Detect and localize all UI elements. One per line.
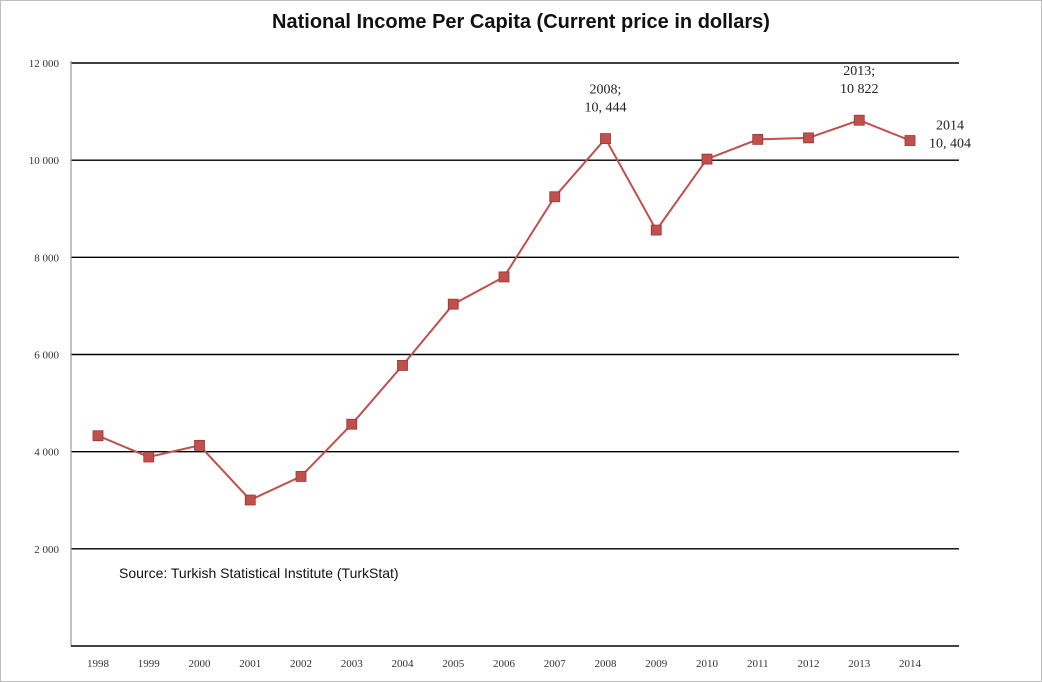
series-line: [97, 119, 911, 502]
x-tick-label: 2007: [544, 658, 567, 670]
data-point-2005: [447, 298, 459, 310]
x-tick-label: 2004: [392, 658, 415, 670]
data-point-1998: [92, 430, 104, 442]
data-point-2008: [600, 133, 611, 144]
x-tick-label: 2012: [798, 658, 820, 670]
annotation-line: 10 822: [840, 82, 879, 97]
data-point-2009: [650, 224, 662, 236]
annotation-line: 10, 444: [585, 101, 627, 116]
chart-title: National Income Per Capita (Current pric…: [272, 11, 770, 33]
annotation-line: 2013;: [843, 64, 875, 79]
y-tick-label: 4 000: [34, 447, 59, 459]
y-tick-labels: 2 000 4 000 6 000 8 000 10 000 12 000: [29, 58, 60, 556]
x-tick-label: 2010: [696, 658, 719, 670]
y-tick-label: 6 000: [34, 350, 59, 362]
data-point-2010: [701, 153, 713, 165]
y-tick-label: 2 000: [34, 544, 59, 556]
x-tick-label: 2002: [290, 658, 312, 670]
x-tick-label: 2001: [239, 658, 261, 670]
data-series: [92, 114, 916, 506]
annotation-2008: 2008; 10, 444: [585, 83, 627, 116]
data-point-2000: [194, 439, 205, 451]
data-point-2004: [397, 360, 408, 371]
x-tick-label: 2011: [747, 658, 769, 670]
annotation-line: 2008;: [590, 83, 622, 98]
y-tick-label: 8 000: [34, 252, 59, 264]
x-tick-label: 2006: [493, 658, 516, 670]
data-point-2012: [803, 132, 814, 144]
data-point-2011: [752, 133, 764, 145]
data-point-1999: [143, 451, 155, 463]
x-tick-label: 2003: [341, 658, 364, 670]
x-tick-label: 2014: [899, 658, 922, 670]
annotations: 2008; 10, 444 2013; 10 822 2014 10, 404: [585, 64, 972, 151]
x-tick-label: 2008: [595, 658, 618, 670]
source-note: Source: Turkish Statistical Institute (T…: [119, 565, 399, 581]
data-point-2007: [549, 191, 561, 203]
data-point-2014: [904, 135, 916, 146]
y-tick-label: 10 000: [29, 155, 60, 167]
x-tick-label: 1998: [87, 658, 110, 670]
axes: [70, 61, 959, 647]
data-point-2002: [295, 471, 307, 482]
data-point-2006: [498, 271, 510, 283]
data-point-2003: [346, 418, 358, 430]
x-tick-label: 2009: [645, 658, 668, 670]
y-tick-label: 12 000: [29, 58, 60, 70]
annotation-2014: 2014 10, 404: [929, 119, 971, 152]
x-tick-labels: 1998 1999 2000 2001 2002 2003 2004 2005 2006 2007…: [87, 658, 922, 670]
x-tick-label: 2000: [189, 658, 212, 670]
x-tick-label: 1999: [138, 658, 161, 670]
annotation-line: 2014: [936, 119, 964, 134]
annotation-line: 10, 404: [929, 137, 971, 152]
data-point-2013: [853, 114, 865, 126]
data-point-2001: [244, 494, 256, 506]
gridlines: [71, 62, 959, 550]
annotation-2013: 2013; 10 822: [840, 64, 879, 97]
x-tick-label: 2013: [848, 658, 871, 670]
x-tick-label: 2005: [442, 658, 465, 670]
